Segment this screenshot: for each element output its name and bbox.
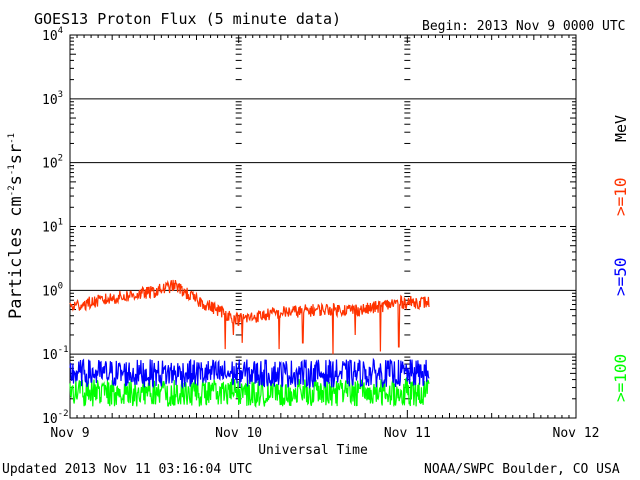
axis-ticks (69, 35, 577, 418)
svg-text:Particles cm-2s-1sr-1: Particles cm-2s-1sr-1 (6, 133, 26, 319)
y-tick-labels: 10-2 10-1 100 101 102 103 104 (42, 26, 69, 427)
y-tick-label: 104 (42, 26, 63, 44)
legend-label: >=100 (611, 354, 630, 402)
credit-text: NOAA/SWPC Boulder, CO USA (424, 462, 620, 477)
data-series (69, 279, 430, 409)
y-tick-label: 103 (42, 90, 63, 108)
legend-label: >=10 (611, 177, 630, 216)
y-axis-label: Particles cm-2s-1sr-1 (6, 133, 26, 319)
updated-timestamp: Updated 2013 Nov 11 03:16:04 UTC (2, 462, 252, 477)
y-tick-label: 102 (42, 154, 63, 172)
x-tick-label: Nov 12 (553, 426, 600, 441)
series-line-ge10 (69, 279, 430, 355)
x-tick-label: Nov 11 (384, 426, 431, 441)
series-line-ge50 (69, 357, 430, 390)
y-tick-label: 10-1 (42, 345, 69, 363)
legend-label: >=50 (611, 257, 630, 296)
y-tick-label: 101 (42, 218, 63, 236)
x-tick-labels: Nov 9 Nov 10 Nov 11 Nov 12 (50, 426, 599, 441)
grid-lines (70, 37, 576, 400)
x-axis-label: Universal Time (258, 443, 368, 458)
x-tick-label: Nov 9 (50, 426, 89, 441)
y-tick-label: 10-2 (42, 409, 69, 427)
legend-entry: >=50 (611, 257, 630, 296)
x-tick-label: Nov 10 (215, 426, 262, 441)
legend: >=100 >=50 >=10 MeV (611, 115, 630, 402)
y-tick-label: 100 (42, 281, 63, 299)
series-line-ge100 (69, 376, 430, 409)
begin-time: Begin: 2013 Nov 9 0000 UTC (422, 19, 626, 34)
legend-unit: MeV (612, 115, 630, 142)
legend-entry: >=10 (611, 177, 630, 216)
legend-entry: >=100 (611, 354, 630, 402)
legend-unit-label: MeV (612, 115, 630, 142)
chart-title: GOES13 Proton Flux (5 minute data) (34, 10, 341, 28)
